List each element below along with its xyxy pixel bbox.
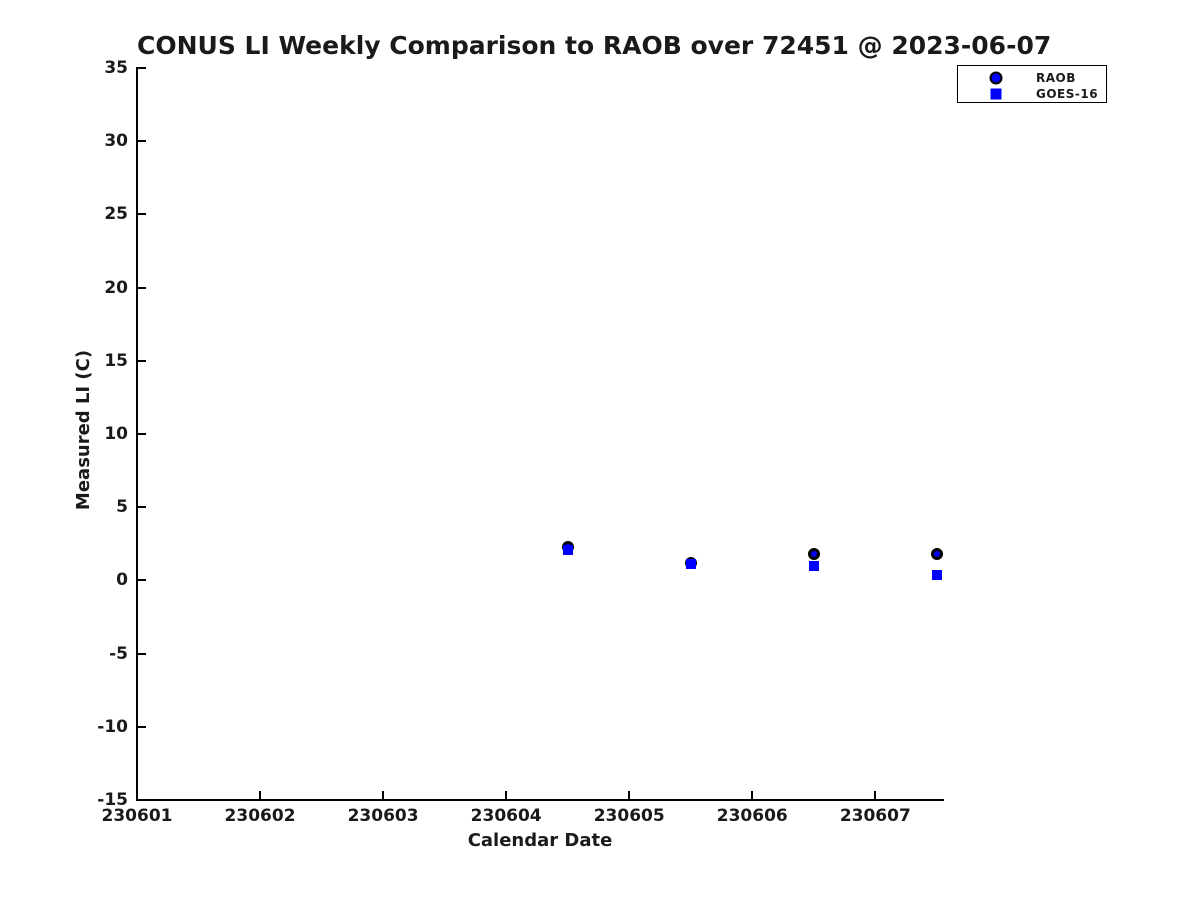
raob-data-point	[807, 548, 820, 561]
x-axis-spine	[136, 799, 944, 801]
x-axis-tick-label: 230605	[593, 806, 665, 826]
y-axis-tick	[138, 579, 146, 582]
y-axis-tick	[138, 506, 146, 509]
x-axis-tick	[628, 791, 631, 799]
y-axis-tick-label: -15	[97, 790, 128, 810]
y-axis-tick	[138, 359, 146, 362]
x-axis-tick-label: 230602	[224, 806, 296, 826]
y-axis-title: Measured LI (C)	[73, 349, 94, 511]
y-axis-tick-label: -5	[109, 643, 128, 664]
y-axis-tick	[138, 286, 146, 289]
y-axis-tick-label: 20	[104, 277, 128, 298]
y-axis-tick-label: 35	[104, 58, 128, 78]
goes16-data-point	[562, 544, 573, 555]
legend-item-goes16: GOES-16	[958, 84, 1106, 103]
x-axis-tick-label: 230601	[101, 806, 173, 826]
y-axis-tick	[138, 140, 146, 143]
y-axis-tick-label: 5	[116, 497, 128, 518]
chart-title: CONUS LI Weekly Comparison to RAOB over …	[137, 31, 1052, 60]
legend-label-goes16: GOES-16	[1036, 86, 1099, 101]
y-axis-tick-label: 30	[104, 131, 128, 152]
goes16-square-marker-icon	[990, 88, 1002, 99]
legend-label-raob: RAOB	[1036, 70, 1076, 85]
x-axis-tick-label: 230603	[347, 806, 419, 826]
goes16-data-point	[931, 569, 942, 580]
y-axis-tick-label: 10	[104, 424, 128, 444]
y-axis-tick	[138, 213, 146, 216]
goes16-data-point	[685, 559, 696, 570]
legend-box: RAOB GOES-16	[957, 65, 1107, 103]
x-axis-tick	[259, 791, 262, 799]
y-axis-tick	[138, 652, 146, 655]
raob-data-point	[930, 548, 943, 561]
y-axis-tick	[138, 725, 146, 728]
y-axis-tick	[138, 799, 146, 801]
y-axis-spine	[136, 67, 138, 801]
x-axis-tick	[874, 791, 877, 799]
x-axis-tick	[505, 791, 508, 799]
y-axis-tick-label: 25	[104, 204, 128, 225]
x-axis-tick-label: 230606	[716, 806, 788, 826]
x-axis-tick-label: 230607	[839, 806, 911, 826]
y-axis-tick-label: 0	[116, 570, 128, 591]
x-axis-tick-label: 230604	[470, 806, 542, 826]
x-axis-tick	[136, 791, 138, 799]
y-axis-tick-label: 15	[104, 350, 128, 371]
x-axis-tick	[751, 791, 754, 799]
x-axis-title: Calendar Date	[467, 830, 613, 851]
goes16-data-point	[808, 560, 819, 571]
y-axis-tick	[138, 433, 146, 435]
y-axis-tick-label: -10	[97, 716, 128, 737]
y-axis-tick	[138, 67, 146, 69]
raob-circle-marker-icon	[989, 71, 1003, 84]
x-axis-tick	[382, 791, 385, 799]
legend-item-raob: RAOB	[958, 68, 1106, 87]
